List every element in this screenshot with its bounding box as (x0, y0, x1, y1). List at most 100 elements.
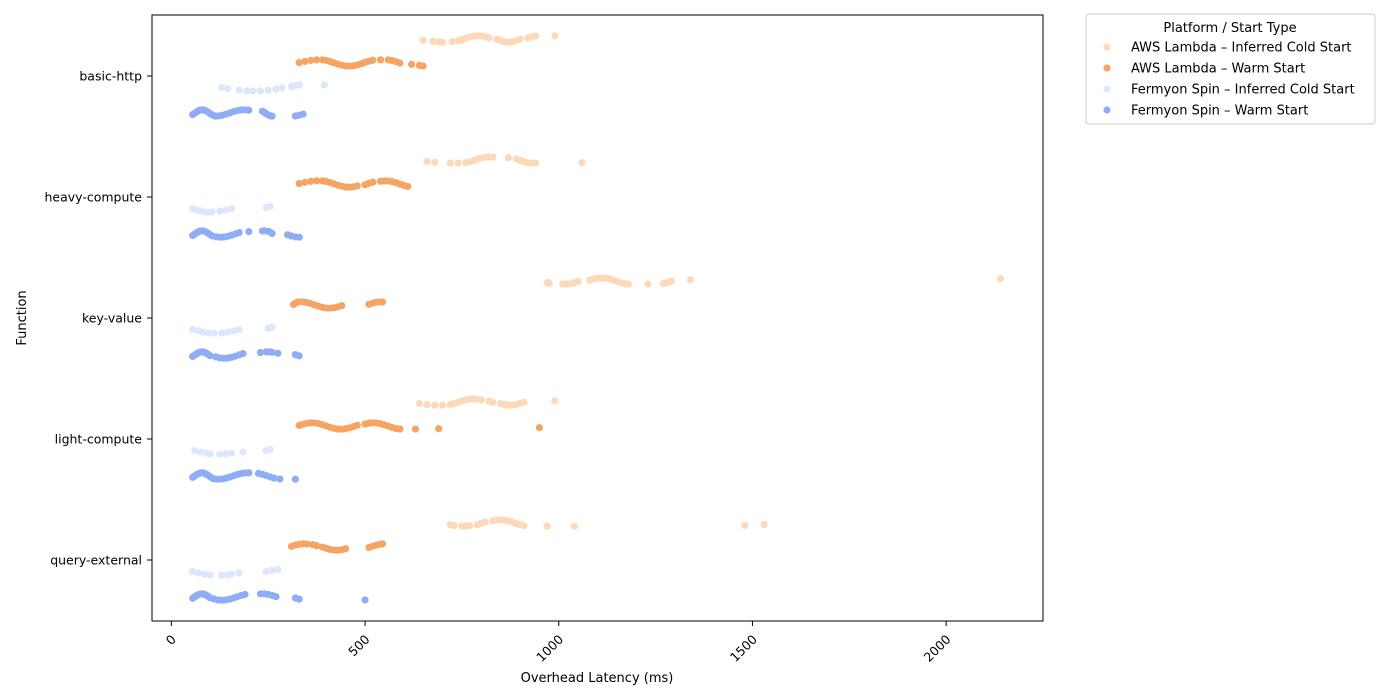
legend-marker (1103, 85, 1111, 93)
series-fermyon-spin-warm-start (189, 106, 369, 604)
x-axis-label: Overhead Latency (ms) (521, 671, 674, 686)
data-point (551, 32, 559, 40)
data-point (266, 445, 274, 453)
legend: Platform / Start Type AWS Lambda – Infer… (1085, 13, 1376, 125)
data-point (222, 450, 230, 458)
data-point (235, 326, 243, 334)
data-point (435, 425, 443, 433)
data-point (223, 85, 232, 93)
data-point (245, 227, 253, 236)
data-point (245, 469, 253, 477)
data-point (361, 596, 369, 604)
data-point (760, 520, 768, 529)
data-point (396, 425, 404, 433)
data-point (551, 397, 559, 405)
data-point (206, 571, 214, 579)
data-point (320, 81, 328, 89)
data-point (535, 424, 543, 432)
legend-entry-label: Fermyon Spin – Warm Start (1131, 104, 1308, 119)
data-point (299, 110, 307, 118)
y-tick-label-heavy-compute: heavy-compute (44, 190, 142, 205)
legend-entry-label: Fermyon Spin – Inferred Cold Start (1131, 83, 1355, 98)
data-point (407, 60, 416, 68)
data-points (189, 32, 1004, 604)
y-axis-label: Function (15, 290, 30, 345)
data-point (477, 396, 485, 404)
data-point (274, 349, 282, 357)
legend-title: Platform / Start Type (1163, 21, 1296, 36)
data-point (489, 153, 497, 161)
series-aws-lambda-warm-start (287, 56, 543, 554)
data-point (624, 280, 633, 288)
y-tick-label-light-compute: light-compute (55, 432, 143, 447)
data-point (218, 83, 226, 91)
data-point (268, 112, 276, 120)
data-point (256, 87, 265, 95)
data-point (196, 448, 205, 456)
data-point (268, 229, 276, 238)
data-point (454, 159, 462, 167)
data-point (353, 182, 361, 190)
data-point (241, 590, 249, 599)
x-tick-label: 1000 (533, 632, 566, 665)
data-point (295, 352, 303, 360)
legend-entry-label: AWS Lambda – Warm Start (1131, 62, 1305, 77)
data-point (216, 207, 224, 215)
data-point (218, 571, 226, 579)
data-point (189, 568, 197, 576)
data-point (229, 327, 237, 335)
data-point (686, 276, 695, 284)
data-point (411, 425, 420, 433)
data-point (198, 328, 206, 336)
data-point (295, 233, 303, 241)
y-tick-label-query-external: query-external (50, 553, 142, 568)
data-point (448, 38, 456, 46)
data-point (276, 475, 284, 483)
data-point (227, 205, 236, 213)
data-point (419, 36, 427, 44)
data-point (245, 106, 253, 114)
data-point (295, 59, 303, 67)
data-point (262, 567, 270, 576)
data-point (206, 450, 214, 458)
data-point (396, 59, 404, 67)
data-point (227, 570, 236, 578)
data-point (446, 159, 454, 167)
data-point (574, 277, 582, 286)
data-point (520, 398, 528, 406)
data-point (378, 298, 387, 306)
x-tick-label: 1500 (727, 632, 760, 665)
data-point (438, 401, 447, 409)
data-point (218, 329, 226, 337)
data-point (256, 348, 265, 357)
x-tick-label: 500 (345, 632, 373, 660)
data-point (194, 569, 203, 577)
y-tick-label-key-value: key-value (82, 311, 142, 326)
data-point (415, 399, 423, 408)
x-axis-ticks: 0 500 1000 1500 2000 (163, 621, 954, 665)
data-point (272, 593, 280, 601)
data-point (272, 85, 280, 93)
data-point (266, 202, 274, 211)
data-point (222, 206, 230, 214)
data-point (404, 182, 412, 191)
series-fermyon-spin-inferred-cold-start (189, 81, 328, 579)
data-point (431, 158, 439, 167)
data-point (291, 475, 299, 483)
data-point (210, 329, 218, 337)
data-point (301, 57, 309, 65)
data-point (301, 178, 309, 186)
data-point (531, 32, 540, 40)
data-point (313, 56, 321, 64)
data-point (227, 449, 236, 457)
legend-marker (1103, 43, 1111, 51)
data-point (200, 570, 208, 578)
data-point (531, 159, 540, 167)
data-point (376, 56, 385, 64)
data-point (489, 398, 497, 407)
data-point (208, 208, 216, 216)
legend-entry-label: AWS Lambda – Inferred Cold Start (1131, 41, 1352, 56)
x-tick-label: 2000 (921, 632, 954, 665)
legend-box (1085, 13, 1376, 125)
